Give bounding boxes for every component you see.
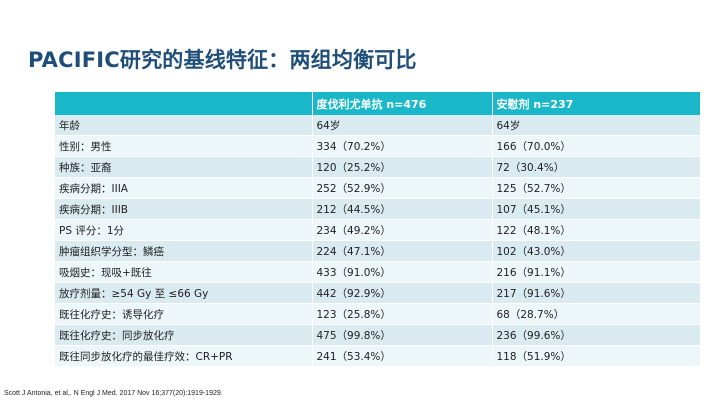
header-characteristic [55,92,313,115]
table-row: 既往化疗史：诱导化疗 123（25.8%） 68（28.7%） [55,303,701,325]
row-label: 既往化疗史：同步放化疗 [55,324,313,346]
header-placebo: 安慰剂 n=237 [492,92,701,115]
durvalumab-value: 64岁 [312,115,493,136]
placebo-value: 122（48.1%） [492,219,701,241]
row-label: 种族：亚裔 [55,156,313,178]
row-label: 疾病分期：IIIA [55,177,313,199]
table-row: 吸烟史：现吸+既往 433（91.0%） 216（91.1%） [55,261,701,283]
table-row: 性别：男性 334（70.2%） 166（70.0%） [55,135,701,157]
durvalumab-value: 234（49.2%） [312,219,493,241]
table-row: 放疗剂量：≥54 Gy 至 ≤66 Gy 442（92.9%） 217（91.6… [55,282,701,304]
durvalumab-value: 252（52.9%） [312,177,493,199]
placebo-value: 68（28.7%） [492,303,701,325]
table-row: 既往同步放化疗的最佳疗效：CR+PR 241（53.4%） 118（51.9%） [55,345,701,367]
placebo-value: 102（43.0%） [492,240,701,262]
placebo-value: 125（52.7%） [492,177,701,199]
row-label: 放疗剂量：≥54 Gy 至 ≤66 Gy [55,282,313,304]
table-row: PS 评分：1分 234（49.2%） 122（48.1%） [55,219,701,241]
durvalumab-value: 224（47.1%） [312,240,493,262]
row-label: 年龄 [55,115,313,136]
durvalumab-value: 123（25.8%） [312,303,493,325]
table-row: 疾病分期：IIIB 212（44.5%） 107（45.1%） [55,198,701,220]
row-label: 肿瘤组织学分型：鳞癌 [55,240,313,262]
placebo-value: 107（45.1%） [492,198,701,220]
durvalumab-value: 212（44.5%） [312,198,493,220]
row-label: PS 评分：1分 [55,219,313,241]
durvalumab-value: 475（99.8%） [312,324,493,346]
baseline-characteristics-table: 度伐利尤单抗 n=476 安慰剂 n=237 年龄 64岁 64岁 性别：男性 … [55,92,701,367]
citation: Scott J Antonia, et al,. N Engl J Med. 2… [4,390,223,397]
row-label: 吸烟史：现吸+既往 [55,261,313,283]
placebo-value: 64岁 [492,115,701,136]
table-row: 疾病分期：IIIA 252（52.9%） 125（52.7%） [55,177,701,199]
placebo-value: 118（51.9%） [492,345,701,367]
placebo-value: 72（30.4%） [492,156,701,178]
table-row: 肿瘤组织学分型：鳞癌 224（47.1%） 102（43.0%） [55,240,701,262]
table-row: 既往化疗史：同步放化疗 475（99.8%） 236（99.6%） [55,324,701,346]
slide-title: PACIFIC研究的基线特征：两组均衡可比 [28,48,417,72]
header-durvalumab: 度伐利尤单抗 n=476 [312,92,493,115]
durvalumab-value: 120（25.2%） [312,156,493,178]
placebo-value: 216（91.1%） [492,261,701,283]
table-row: 年龄 64岁 64岁 [55,115,701,136]
placebo-value: 166（70.0%） [492,135,701,157]
table-row: 种族：亚裔 120（25.2%） 72（30.4%） [55,156,701,178]
placebo-value: 236（99.6%） [492,324,701,346]
durvalumab-value: 334（70.2%） [312,135,493,157]
placebo-value: 217（91.6%） [492,282,701,304]
durvalumab-value: 442（92.9%） [312,282,493,304]
durvalumab-value: 241（53.4%） [312,345,493,367]
row-label: 性别：男性 [55,135,313,157]
row-label: 既往同步放化疗的最佳疗效：CR+PR [55,345,313,367]
table-header-row: 度伐利尤单抗 n=476 安慰剂 n=237 [55,92,701,115]
durvalumab-value: 433（91.0%） [312,261,493,283]
row-label: 疾病分期：IIIB [55,198,313,220]
row-label: 既往化疗史：诱导化疗 [55,303,313,325]
